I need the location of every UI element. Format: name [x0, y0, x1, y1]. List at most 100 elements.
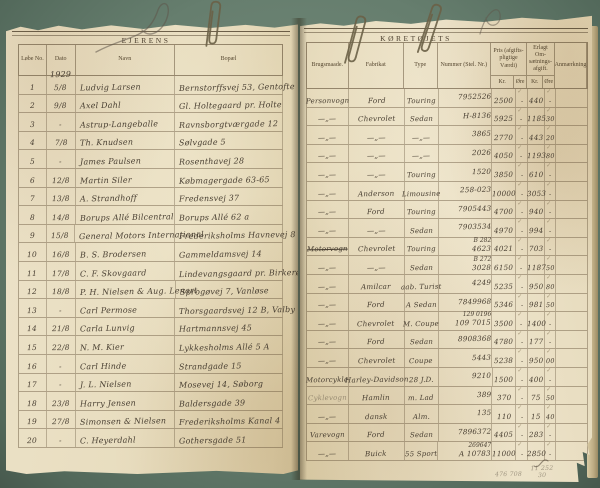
cell-type-text: A Sedan — [405, 300, 437, 310]
cell-navn-text: Ludvig Larsen — [79, 82, 141, 93]
cell-fabrikat-text: Chevrolet — [357, 355, 396, 366]
cell-nummer: 3865 — [439, 126, 493, 144]
cell-lobe-no: 16 — [19, 354, 47, 373]
check-mark: ✓ — [517, 200, 523, 207]
check-mark: ✓ — [517, 107, 523, 114]
cell-pris-ore: ✓ - — [516, 293, 529, 312]
ledger-row: 19 27/8 Simonsen & Nielsen Frederiksholms K… — [19, 410, 283, 430]
cell-navn: C. F. Skovgaard — [76, 261, 175, 280]
cell-lobe-no-text: 19 — [27, 417, 38, 427]
cell-lobe-no: 10 — [19, 243, 47, 261]
ledger-row: Motorvogn Chevrolet Touring B 282 4623 4021 ✓ -… — [307, 238, 588, 257]
cell-pris-ore-text: - — [520, 449, 523, 458]
cell-erlagt-kr: 1193 — [527, 144, 546, 163]
check-mark: ✓ — [546, 181, 552, 188]
cell-lobe-no-text: 10 — [27, 249, 38, 260]
check-mark: ✓ — [546, 330, 552, 337]
cell-fabrikat: Amilcar — [349, 274, 405, 293]
right-section-title: KØRETØJETS — [380, 34, 452, 43]
cell-pris-kr: 1500 — [493, 367, 517, 386]
cell-dato-text: 21/8 — [51, 324, 70, 334]
ledger-row: —„— —„— Sedan 7903534 4970 ✓ -994 ✓ - — [307, 219, 588, 238]
cell-pris-ore-text: - — [520, 375, 524, 384]
cell-erlagt-ore: ✓ 40 — [545, 405, 557, 423]
cell-erlagt-ore: ✓ - — [545, 89, 557, 107]
cell-navn-text: Axel Dahl — [79, 100, 121, 111]
cell-anmaerkning — [556, 181, 588, 200]
cell-lobe-no: 6 — [19, 168, 47, 187]
cell-nummer: 7849968 — [439, 293, 493, 312]
cell-brugsmaade: Motorcykle — [306, 367, 349, 386]
cell-erlagt-ore-text: - — [548, 189, 552, 198]
cell-nummer-text: 7905443 — [457, 203, 492, 214]
cell-nummer: 129 0196 109 7015 — [439, 312, 493, 330]
cell-type: Coupe — [405, 349, 439, 367]
cell-pris-kr: 10000 — [492, 181, 517, 200]
cell-type: Alm. — [405, 405, 439, 423]
cell-nummer: 1520 — [439, 163, 493, 181]
cell-brugsmaade-text: —„— — [318, 170, 337, 180]
ledger-row: 11 17/8 C. F. Skovgaard Lindevangsgaard pr.… — [19, 261, 298, 281]
cell-brugsmaade-text: —„— — [318, 282, 337, 291]
cell-pris-ore-text: - — [520, 282, 524, 291]
cell-nummer-text: 5443 — [472, 352, 492, 362]
cell-type-text: Touring — [406, 96, 436, 105]
cell-type-text: Sedan — [409, 431, 433, 440]
ledger-row: Personvogn Ford Touring 7952526 2500 ✓ -440 ✓ - — [305, 89, 588, 108]
col-header-pris: Pris (afgifts- pligtige Værdi) Kr. Øre — [490, 43, 527, 88]
cell-erlagt-ore-text: 00 — [545, 356, 555, 365]
cell-type: aab. Turist — [401, 274, 441, 293]
cell-pris-ore-text: - — [520, 412, 523, 421]
cell-erlagt-ore-text: - — [548, 208, 552, 217]
cell-navn-text: Harry Jensen — [79, 398, 136, 409]
cell-erlagt-ore: ✓ 80 — [545, 274, 557, 293]
col-header-anmaerkning: Anmærkning — [555, 43, 587, 88]
cell-erlagt-kr-text: 1185 — [526, 114, 546, 124]
col-label: Nummer (Stel. Nr.) — [440, 61, 488, 68]
cell-nummer: 5443 — [439, 349, 493, 367]
cell-dato-text: 13/8 — [51, 194, 70, 204]
cell-fabrikat: Harley-Davidson — [345, 367, 408, 386]
cell-pris-ore-text: - — [520, 152, 523, 161]
left-rows: 1 5/8 Ludvig Larsen Bernstorffsvej 53, Gent… — [18, 76, 298, 448]
cell-type-text: m. Lad — [408, 393, 434, 403]
check-mark: ✓ — [546, 107, 552, 114]
cell-pris-ore-text: - — [520, 356, 523, 365]
cell-fabrikat-text: —„— — [366, 151, 386, 161]
cell-navn-text: Borups Allé Bilcentral — [79, 211, 174, 223]
ledger-row: —„— Buick 55 Sport 269647 A 10783 11000 ✓ -2850… — [307, 442, 589, 461]
cell-dato-text: - — [59, 435, 63, 445]
cell-pris-ore-text: - — [520, 245, 523, 254]
cell-type: Sedan — [405, 423, 439, 442]
cell-erlagt-kr: 981 — [528, 293, 546, 312]
ledger-row: 8 14/8 Borups Allé Bilcentral Borups Allé 6… — [19, 206, 283, 225]
cell-erlagt-ore-text: 50 — [545, 394, 555, 403]
cell-bopael: Strandgade 15 — [175, 354, 283, 373]
cell-fabrikat: Chevrolet — [349, 237, 405, 256]
cell-nummer: 269647 A 10783 — [438, 442, 493, 460]
cell-dato: 18/8 — [47, 280, 76, 299]
cell-nummer-top: 129 0196 — [462, 311, 492, 319]
cell-brugsmaade: —„— — [307, 107, 349, 126]
cell-navn: Borups Allé Bilcentral — [76, 206, 176, 224]
ledger-row: 4 7/8 Th. Knudsen Sølvgade 5 — [19, 131, 283, 151]
cell-erlagt-kr: 440 — [528, 89, 546, 107]
cell-brugsmaade: —„— — [307, 256, 349, 274]
ledger-row: 15 22/8 N. M. Kier Lykkesholms Allé 5 A — [19, 336, 283, 355]
cell-pris-ore: ✓ - — [516, 89, 529, 107]
cell-brugsmaade-text: Personvogn — [305, 96, 350, 105]
cell-fabrikat-text: —„— — [366, 262, 386, 273]
cell-pris-kr: 3850 — [492, 163, 517, 181]
cell-anmaerkning — [556, 442, 589, 460]
ledger-row: —„— Chevrolet M. Coupe 129 0196 109 7015 3500… — [307, 312, 588, 331]
cell-erlagt-ore-text: - — [548, 226, 552, 235]
cell-brugsmaade: Cyklevogn — [307, 386, 349, 405]
ledger-row: 7 13/8 A. Strandhoff Fredensvej 37 — [19, 187, 283, 207]
cell-dato: 27/8 — [47, 410, 76, 429]
cell-fabrikat-text: —„— — [366, 169, 386, 180]
cell-pris-kr: 5238 — [492, 349, 517, 367]
cell-bopael-text: Strandgade 15 — [179, 360, 243, 372]
check-mark: ✓ — [546, 144, 552, 151]
cell-pris-kr: 370 — [492, 386, 517, 405]
cell-navn-text: Astrup-Langeballe — [79, 119, 158, 130]
